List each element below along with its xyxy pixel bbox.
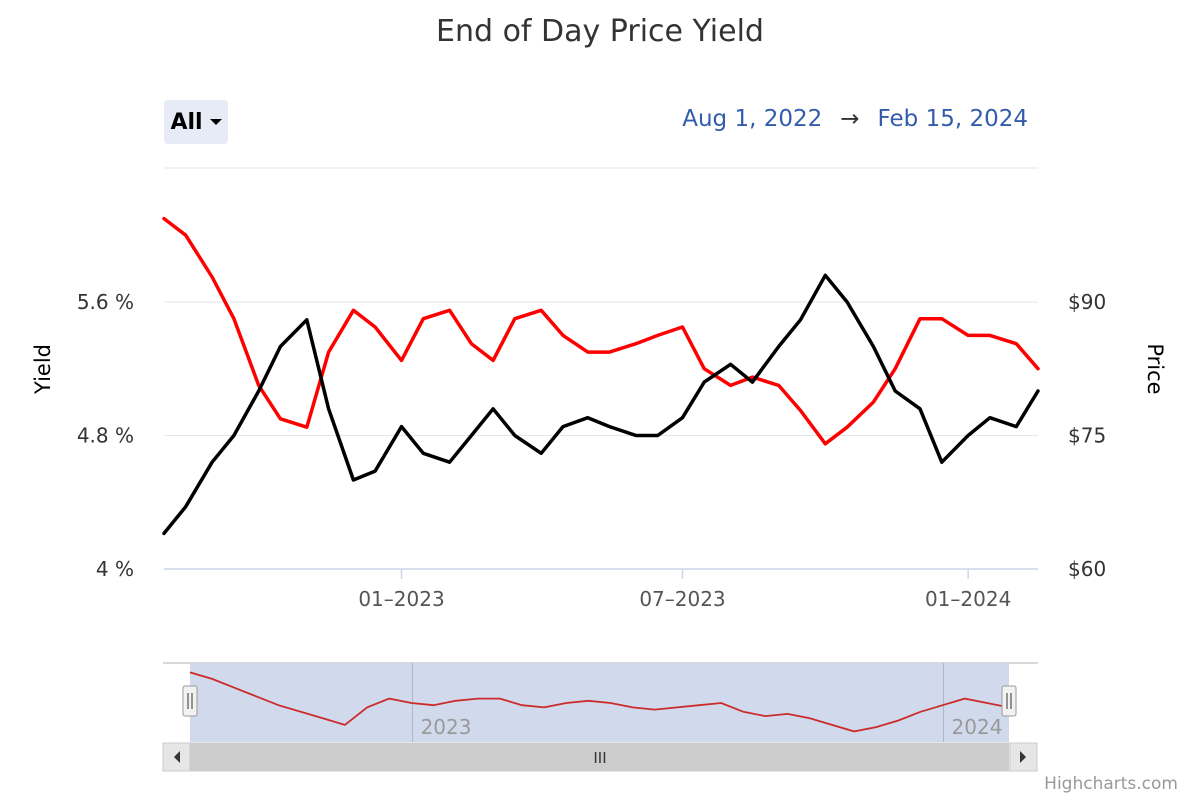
- range-selector-label: All: [170, 109, 203, 135]
- series-line-yield: [162, 216, 1040, 446]
- y-right-tick-label: $60: [1068, 557, 1106, 581]
- caret-down-icon: [209, 119, 222, 125]
- credits-link[interactable]: Highcharts.com: [1044, 774, 1178, 794]
- scrollbar-thumb[interactable]: [190, 743, 1009, 771]
- arrow-right-icon: →: [840, 106, 860, 132]
- date-to[interactable]: Feb 15, 2024: [877, 106, 1028, 132]
- y-left-tick-label: 5.6 %: [77, 290, 134, 314]
- y-left-tick-label: 4.8 %: [77, 424, 134, 448]
- scroll-right-button[interactable]: [1009, 742, 1038, 772]
- navigator-right-handle[interactable]: [1001, 685, 1017, 717]
- y-right-tick-label: $90: [1068, 290, 1106, 314]
- y-right-axis-title: Price: [1143, 343, 1167, 394]
- arrow-left-icon: [174, 751, 180, 763]
- y-left-axis-title: Yield: [31, 344, 55, 395]
- x-tick-label: 07–2023: [639, 587, 725, 611]
- chart-title: End of Day Price Yield: [436, 14, 764, 49]
- date-range-display: Aug 1, 2022 → Feb 15, 2024: [682, 106, 1028, 132]
- arrow-right-icon: [1020, 751, 1026, 763]
- navigator-label: 2024: [952, 715, 1003, 739]
- navigator-series-line: [189, 671, 1010, 733]
- y-left-tick-label: 4 %: [96, 557, 134, 581]
- x-tick-label: 01–2024: [925, 587, 1011, 611]
- range-selector-dropdown[interactable]: All: [164, 100, 228, 144]
- date-from[interactable]: Aug 1, 2022: [682, 106, 823, 132]
- navigator-left-handle[interactable]: [182, 685, 198, 717]
- scrollbar-grip-icon: III: [593, 749, 606, 767]
- y-right-tick-label: $75: [1068, 424, 1106, 448]
- series-line-price: [162, 273, 1040, 536]
- navigator-label: 2023: [421, 715, 472, 739]
- x-tick-label: 01–2023: [358, 587, 444, 611]
